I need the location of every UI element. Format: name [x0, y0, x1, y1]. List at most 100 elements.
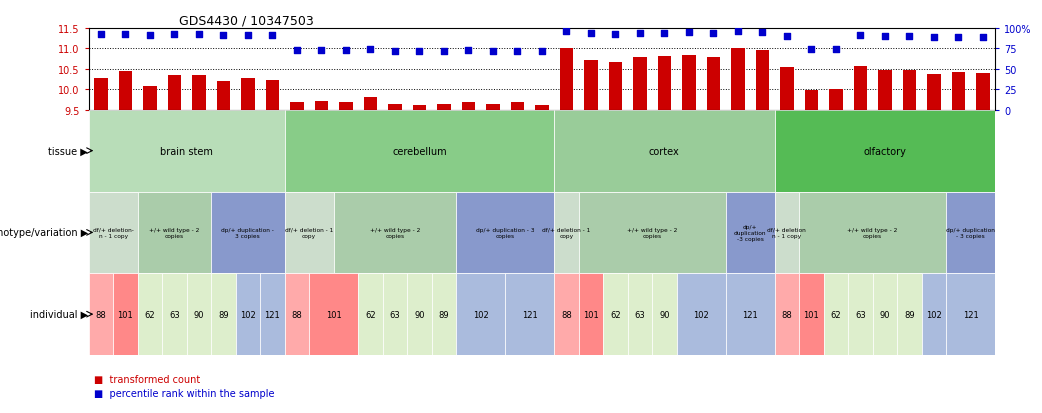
Bar	[725, 273, 774, 355]
Bar	[431, 273, 456, 355]
Text: tissue ▶: tissue ▶	[48, 146, 89, 156]
Bar	[627, 273, 652, 355]
Bar	[364, 97, 377, 110]
Bar	[799, 273, 823, 355]
Text: 89: 89	[439, 310, 449, 319]
Point	[631, 31, 648, 37]
Bar	[578, 192, 725, 273]
Point	[436, 48, 452, 55]
Text: 90: 90	[194, 310, 204, 319]
Bar	[609, 62, 622, 110]
Bar	[774, 192, 799, 273]
Text: 89: 89	[218, 310, 228, 319]
Text: 62: 62	[830, 310, 841, 319]
Text: 88: 88	[561, 310, 572, 319]
Point	[215, 32, 231, 39]
Text: 102: 102	[473, 310, 489, 319]
Bar	[119, 72, 132, 110]
Text: 90: 90	[660, 310, 670, 319]
Point	[803, 47, 820, 53]
Text: 63: 63	[390, 310, 400, 319]
Bar	[755, 50, 769, 110]
Bar	[382, 273, 407, 355]
Bar	[437, 105, 450, 110]
Text: GDS4430 / 10347503: GDS4430 / 10347503	[179, 15, 314, 28]
Bar	[260, 273, 284, 355]
Point	[656, 31, 673, 37]
Bar	[731, 49, 745, 110]
Point	[485, 48, 501, 55]
Bar	[315, 102, 328, 110]
Point	[264, 32, 280, 39]
Text: 63: 63	[635, 310, 645, 319]
Bar	[774, 273, 799, 355]
Text: 121: 121	[963, 310, 978, 319]
Bar	[456, 192, 554, 273]
Bar	[634, 58, 647, 110]
Text: df/+ deletion
n - 1 copy: df/+ deletion n - 1 copy	[768, 228, 807, 238]
Point	[387, 48, 403, 55]
Bar	[187, 273, 212, 355]
Text: df/+ deletion - 1
copy: df/+ deletion - 1 copy	[284, 228, 333, 238]
Point	[852, 33, 869, 40]
Text: +/+ wild type - 2
copies: +/+ wild type - 2 copies	[627, 228, 677, 238]
Text: 88: 88	[782, 310, 792, 319]
Bar	[951, 73, 965, 110]
Text: ■  transformed count: ■ transformed count	[94, 374, 200, 384]
Bar	[89, 192, 138, 273]
Bar	[138, 273, 163, 355]
Point	[117, 31, 133, 38]
Bar	[897, 273, 921, 355]
Point	[166, 31, 182, 38]
Text: 62: 62	[365, 310, 376, 319]
Bar	[487, 104, 499, 110]
Bar	[560, 49, 573, 110]
Text: cerebellum: cerebellum	[392, 146, 447, 156]
Bar	[683, 56, 696, 110]
Point	[827, 47, 844, 53]
Bar	[284, 110, 554, 192]
Bar	[976, 74, 990, 110]
Point	[338, 47, 354, 54]
Bar	[456, 273, 505, 355]
Point	[901, 34, 918, 40]
Bar	[706, 58, 720, 110]
Text: 101: 101	[118, 310, 133, 319]
Bar	[284, 273, 309, 355]
Bar	[829, 90, 843, 110]
Bar	[676, 273, 725, 355]
Bar	[774, 110, 995, 192]
Text: 90: 90	[879, 310, 890, 319]
Point	[559, 29, 575, 36]
Bar	[658, 57, 671, 110]
Text: 101: 101	[803, 310, 819, 319]
Text: 121: 121	[522, 310, 538, 319]
Bar	[217, 82, 230, 110]
Text: df/+ deletion-
n - 1 copy: df/+ deletion- n - 1 copy	[93, 228, 133, 238]
Point	[925, 35, 942, 41]
Bar	[241, 78, 254, 110]
Bar	[94, 78, 107, 110]
Bar	[554, 110, 774, 192]
Bar	[536, 106, 548, 110]
Bar	[902, 71, 916, 110]
Bar	[290, 103, 303, 110]
Point	[142, 32, 158, 39]
Point	[582, 31, 599, 37]
Bar	[780, 68, 794, 110]
Bar	[339, 103, 352, 110]
Bar	[114, 273, 138, 355]
Bar	[212, 192, 284, 273]
Bar	[388, 105, 401, 110]
Point	[705, 31, 722, 37]
Bar	[554, 273, 578, 355]
Point	[534, 48, 550, 55]
Text: 121: 121	[265, 310, 280, 319]
Bar	[853, 67, 867, 110]
Bar	[266, 81, 279, 110]
Bar	[652, 273, 676, 355]
Point	[191, 31, 207, 38]
Bar	[872, 273, 897, 355]
Bar	[89, 273, 114, 355]
Text: 63: 63	[169, 310, 179, 319]
